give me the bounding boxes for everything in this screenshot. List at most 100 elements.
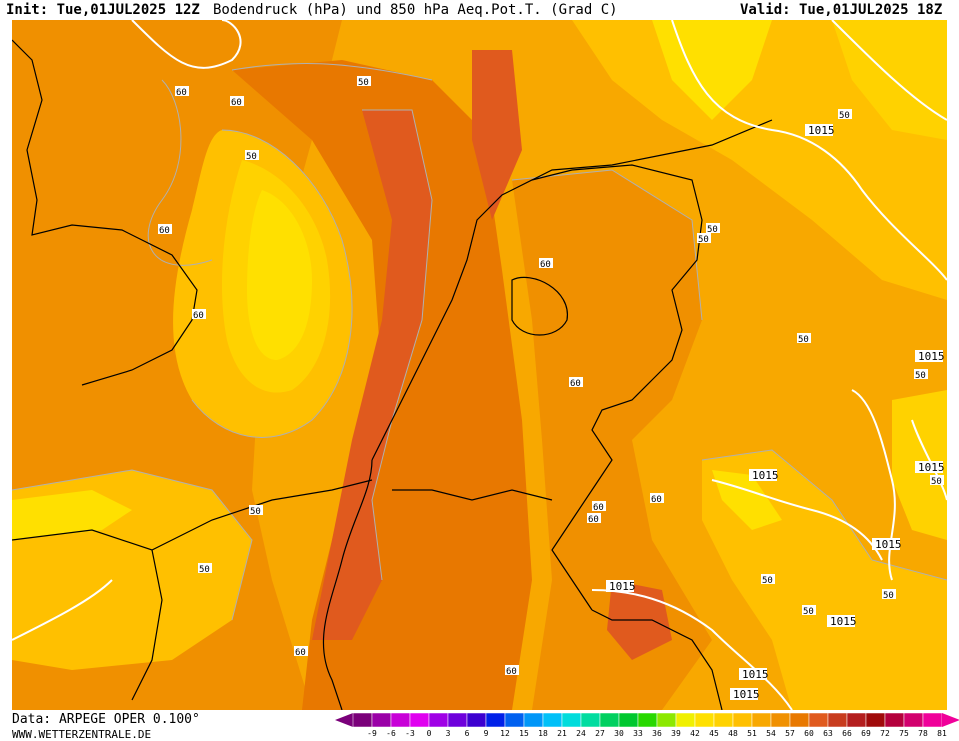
theta-contour bbox=[362, 109, 433, 581]
scale-arrow-right bbox=[942, 713, 959, 727]
scale-cell bbox=[485, 712, 506, 728]
isobar bbox=[591, 589, 793, 710]
map-canvas: 1015 1015 1015 1015 1015 1015 1015 1015 … bbox=[12, 20, 947, 710]
coastline bbox=[531, 119, 773, 181]
scale-cell bbox=[561, 712, 582, 728]
theta-contour bbox=[191, 129, 353, 438]
scale-cell bbox=[922, 712, 943, 728]
theta-label: 50 bbox=[707, 225, 718, 235]
theta-contour bbox=[231, 62, 433, 81]
scale-cell bbox=[447, 712, 468, 728]
band-45-ne bbox=[652, 20, 772, 120]
theta-label: 50 bbox=[803, 607, 814, 617]
color-scale-cells bbox=[335, 712, 959, 728]
coastline bbox=[371, 164, 703, 611]
scale-tick-label: 15 bbox=[519, 729, 529, 738]
theta-label: 50 bbox=[883, 591, 894, 601]
scale-cell bbox=[618, 712, 639, 728]
color-scale-labels: -9 -6 -3 0 3 6 9 12 15 18 21 24 27 30 33 36 39 42 45 48 51 54… bbox=[335, 729, 959, 741]
theta-label: 60 bbox=[231, 98, 242, 108]
scale-tick-label: 27 bbox=[595, 729, 605, 738]
scale-tick-label: 12 bbox=[500, 729, 510, 738]
header-bar: Init: Tue,01JUL2025 12Z Bodendruck (hPa)… bbox=[0, 0, 959, 20]
scale-cell bbox=[637, 712, 658, 728]
init-time: Init: Tue,01JUL2025 12Z bbox=[6, 2, 200, 18]
isobar bbox=[12, 579, 113, 641]
lake-outline bbox=[511, 276, 568, 336]
scale-cell bbox=[656, 712, 677, 728]
scale-tick-label: 72 bbox=[880, 729, 890, 738]
scale-tick-label: 39 bbox=[671, 729, 681, 738]
scale-tick-label: 45 bbox=[709, 729, 719, 738]
coastlines bbox=[12, 39, 773, 710]
theta-contour bbox=[12, 469, 253, 621]
theta-label: 60 bbox=[570, 379, 581, 389]
isobar-label: 1015 bbox=[808, 124, 835, 137]
theta-label: 60 bbox=[193, 311, 204, 321]
scale-tick-label: 30 bbox=[614, 729, 624, 738]
scale-tick-label: -3 bbox=[405, 729, 415, 738]
scale-tick-label: 57 bbox=[785, 729, 795, 738]
isobar-label: 1015 bbox=[752, 469, 779, 482]
isobar bbox=[131, 20, 242, 69]
scale-cell bbox=[694, 712, 715, 728]
scale-tick-label: 69 bbox=[861, 729, 871, 738]
color-scale bbox=[335, 712, 959, 728]
scale-cell bbox=[808, 712, 829, 728]
isobar bbox=[671, 20, 947, 281]
scale-cell bbox=[466, 712, 487, 728]
border bbox=[322, 459, 373, 710]
scale-cell bbox=[770, 712, 791, 728]
theta-label: 60 bbox=[295, 648, 306, 658]
scale-cell bbox=[827, 712, 848, 728]
theta-label: 60 bbox=[540, 260, 551, 270]
theta-label: 50 bbox=[358, 78, 369, 88]
scale-tick-label: 24 bbox=[576, 729, 586, 738]
band-45-sw bbox=[12, 490, 132, 540]
theta-label: 50 bbox=[839, 111, 850, 121]
scale-cell bbox=[542, 712, 563, 728]
website-credit: WWW.WETTERZENTRALE.DE bbox=[12, 728, 152, 741]
isobar bbox=[831, 20, 947, 121]
scale-tick-label: 0 bbox=[426, 729, 432, 738]
scale-cell bbox=[846, 712, 867, 728]
theta-label: 50 bbox=[250, 507, 261, 517]
scale-tick-label: 21 bbox=[557, 729, 567, 738]
theta-label: 50 bbox=[915, 371, 926, 381]
chart-title: Bodendruck (hPa) und 850 hPa Aeq.Pot.T. … bbox=[213, 2, 618, 18]
scale-tick-label: 48 bbox=[728, 729, 738, 738]
isobar-label: 1015 bbox=[875, 538, 902, 551]
scale-tick-label: 6 bbox=[464, 729, 470, 738]
band-51-ne bbox=[572, 20, 947, 300]
scale-cell bbox=[713, 712, 734, 728]
scale-cell bbox=[409, 712, 430, 728]
scale-tick-label: 33 bbox=[633, 729, 643, 738]
theta-label: 50 bbox=[931, 477, 942, 487]
theta-contour bbox=[701, 449, 947, 581]
footer-bar: Data: ARPEGE OPER 0.100° WWW.WETTERZENTR… bbox=[0, 710, 959, 741]
scale-cell bbox=[732, 712, 753, 728]
isobar-label-group: 1015 1015 1015 1015 1015 1015 1015 1015 … bbox=[606, 124, 945, 701]
band-57-east bbox=[512, 170, 712, 710]
theta-label-group: 60 60 50 60 60 50 60 60 60 60 50 50 50 6… bbox=[158, 76, 944, 677]
weather-map: 1015 1015 1015 1015 1015 1015 1015 1015 … bbox=[12, 20, 947, 710]
isobar-label: 1015 bbox=[742, 668, 769, 681]
scale-tick-label: 36 bbox=[652, 729, 662, 738]
scale-arrow-left bbox=[335, 713, 353, 727]
scale-cell bbox=[390, 712, 411, 728]
isobar-label: 1015 bbox=[918, 350, 945, 363]
theta-label: 50 bbox=[698, 235, 709, 245]
isobars bbox=[12, 20, 947, 710]
scale-tick-label: 3 bbox=[445, 729, 451, 738]
theta-label: 50 bbox=[798, 335, 809, 345]
valid-time: Valid: Tue,01JUL2025 18Z bbox=[740, 2, 943, 18]
band-63-central bbox=[312, 110, 432, 640]
scale-tick-label: 54 bbox=[766, 729, 776, 738]
scale-tick-label: 9 bbox=[483, 729, 489, 738]
scale-tick-label: 75 bbox=[899, 729, 909, 738]
scale-cell bbox=[580, 712, 601, 728]
theta-contours bbox=[12, 62, 947, 621]
coastline bbox=[12, 39, 198, 386]
scale-cell bbox=[903, 712, 924, 728]
data-source: Data: ARPEGE OPER 0.100° bbox=[12, 712, 200, 727]
